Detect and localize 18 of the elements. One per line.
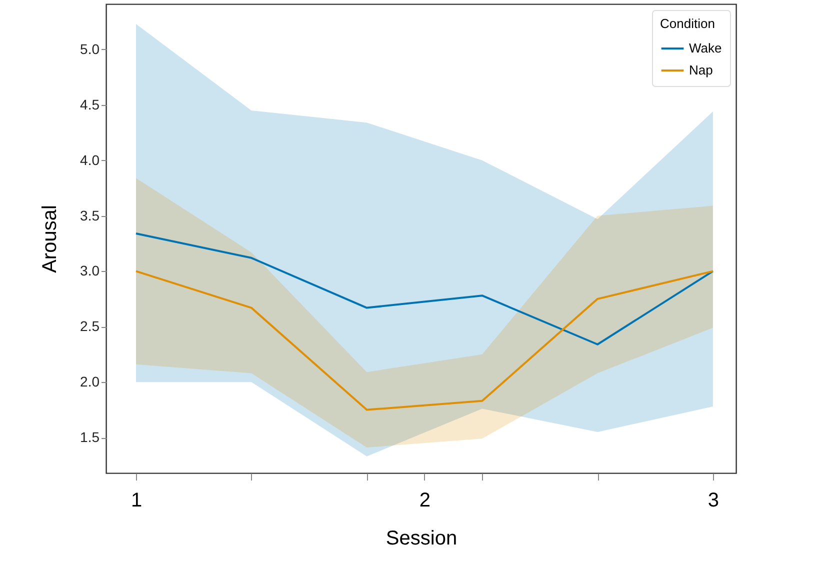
legend-label: Nap <box>689 62 713 78</box>
line-series <box>135 232 714 346</box>
y-tick-label: 4.0 <box>80 152 100 168</box>
y-tick-label: 2.0 <box>80 374 100 390</box>
y-tick-label: 3.5 <box>80 207 100 224</box>
y-tick-label: 4.5 <box>80 96 100 112</box>
y-axis-title: Arousal <box>39 205 62 273</box>
y-tick-label: 1.5 <box>80 429 100 446</box>
y-tick-label: 5.0 <box>80 40 100 57</box>
x-tick-label: 2 <box>419 490 431 512</box>
x-tick-label: 1 <box>130 490 142 512</box>
y-tick-label: 2.5 <box>80 318 100 334</box>
y-tick-label: 3.0 <box>80 262 100 279</box>
legend-title: Condition <box>660 16 715 31</box>
legend-label: Wake <box>689 40 722 56</box>
x-tick-label: 3 <box>708 490 719 512</box>
line-series <box>135 270 714 411</box>
x-axis-title: Session <box>386 528 458 550</box>
